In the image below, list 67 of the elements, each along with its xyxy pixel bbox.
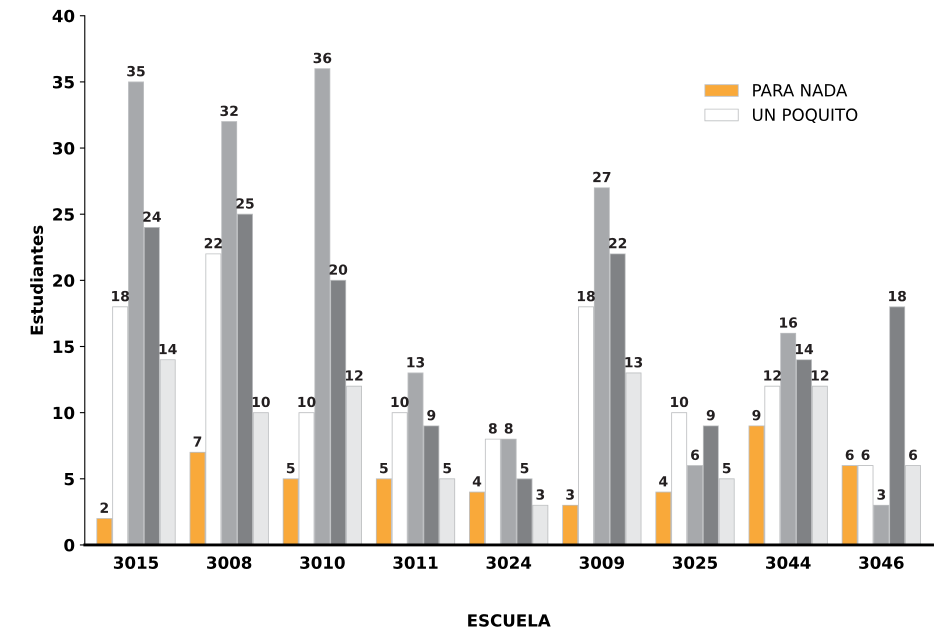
x-tick-label: 3008: [207, 556, 252, 569]
y-axis-title: Estudiantes: [30, 226, 44, 334]
data-label: 6: [909, 450, 918, 460]
data-label: 5: [380, 463, 388, 474]
data-label: 4: [659, 476, 668, 486]
y-tick-label: 20: [53, 274, 74, 287]
x-tick-label: 3011: [393, 556, 438, 569]
data-label: 18: [889, 290, 906, 302]
x-tick-label: 3009: [580, 556, 624, 569]
data-label: 4: [472, 476, 482, 486]
x-tick-label: 3044: [766, 556, 811, 569]
data-label: 20: [330, 264, 348, 275]
y-tick-label: 25: [53, 208, 74, 221]
data-label: 8: [488, 423, 497, 434]
data-label: 13: [625, 356, 642, 368]
data-label: 3: [566, 489, 574, 500]
x-axis-title: ESCUELA: [468, 614, 551, 627]
data-label: 5: [722, 463, 731, 474]
data-label: 3: [536, 489, 544, 500]
y-tick-label: 0: [64, 538, 74, 552]
data-label: 5: [286, 463, 295, 474]
legend-label: UN POQUITO: [753, 108, 858, 123]
data-label: 14: [796, 344, 814, 354]
data-label: 25: [236, 198, 254, 209]
y-tick-label: 35: [52, 76, 74, 88]
data-label: 10: [392, 396, 409, 408]
data-label: 10: [298, 396, 316, 408]
data-label: 10: [671, 396, 688, 408]
y-tick-label: 15: [54, 340, 74, 354]
data-label: 9: [706, 410, 715, 420]
data-label: 6: [862, 450, 870, 460]
data-label: 2: [100, 502, 108, 513]
data-label: 3: [877, 489, 886, 500]
data-label: 14: [160, 344, 177, 354]
data-label: 18: [578, 290, 595, 302]
data-label: 18: [112, 290, 129, 302]
data-label: 7: [194, 436, 202, 447]
data-label: 36: [314, 52, 332, 64]
data-label: 22: [204, 238, 222, 248]
y-tick-label: 5: [64, 472, 74, 486]
data-label: 24: [143, 211, 161, 222]
data-label: 13: [407, 356, 424, 368]
data-label: 9: [752, 410, 760, 420]
data-label: 22: [609, 238, 626, 248]
data-label: 9: [427, 410, 436, 420]
data-label: 35: [127, 66, 145, 76]
x-tick-label: 3046: [859, 556, 904, 569]
data-label: 5: [520, 463, 528, 474]
x-tick-label: 3024: [486, 556, 532, 569]
x-tick-label: 3025: [672, 556, 718, 569]
x-tick-label: 3010: [300, 556, 345, 569]
data-label: 27: [593, 172, 610, 182]
data-label: 8: [504, 423, 513, 434]
data-label: 32: [220, 106, 238, 116]
data-label: 12: [812, 370, 828, 381]
y-tick-label: 40: [52, 10, 74, 22]
data-label: 12: [346, 370, 362, 381]
y-tick-label: 10: [54, 406, 74, 420]
data-label: 6: [846, 450, 854, 460]
data-label: 12: [764, 370, 781, 381]
data-label: 6: [691, 450, 700, 460]
data-label: 5: [443, 463, 452, 474]
data-label: 16: [780, 317, 798, 328]
legend-label: PARA NADA: [753, 84, 848, 96]
x-tick-label: 3015: [114, 556, 158, 569]
y-tick-label: 30: [52, 142, 74, 155]
data-label: 10: [252, 396, 270, 408]
